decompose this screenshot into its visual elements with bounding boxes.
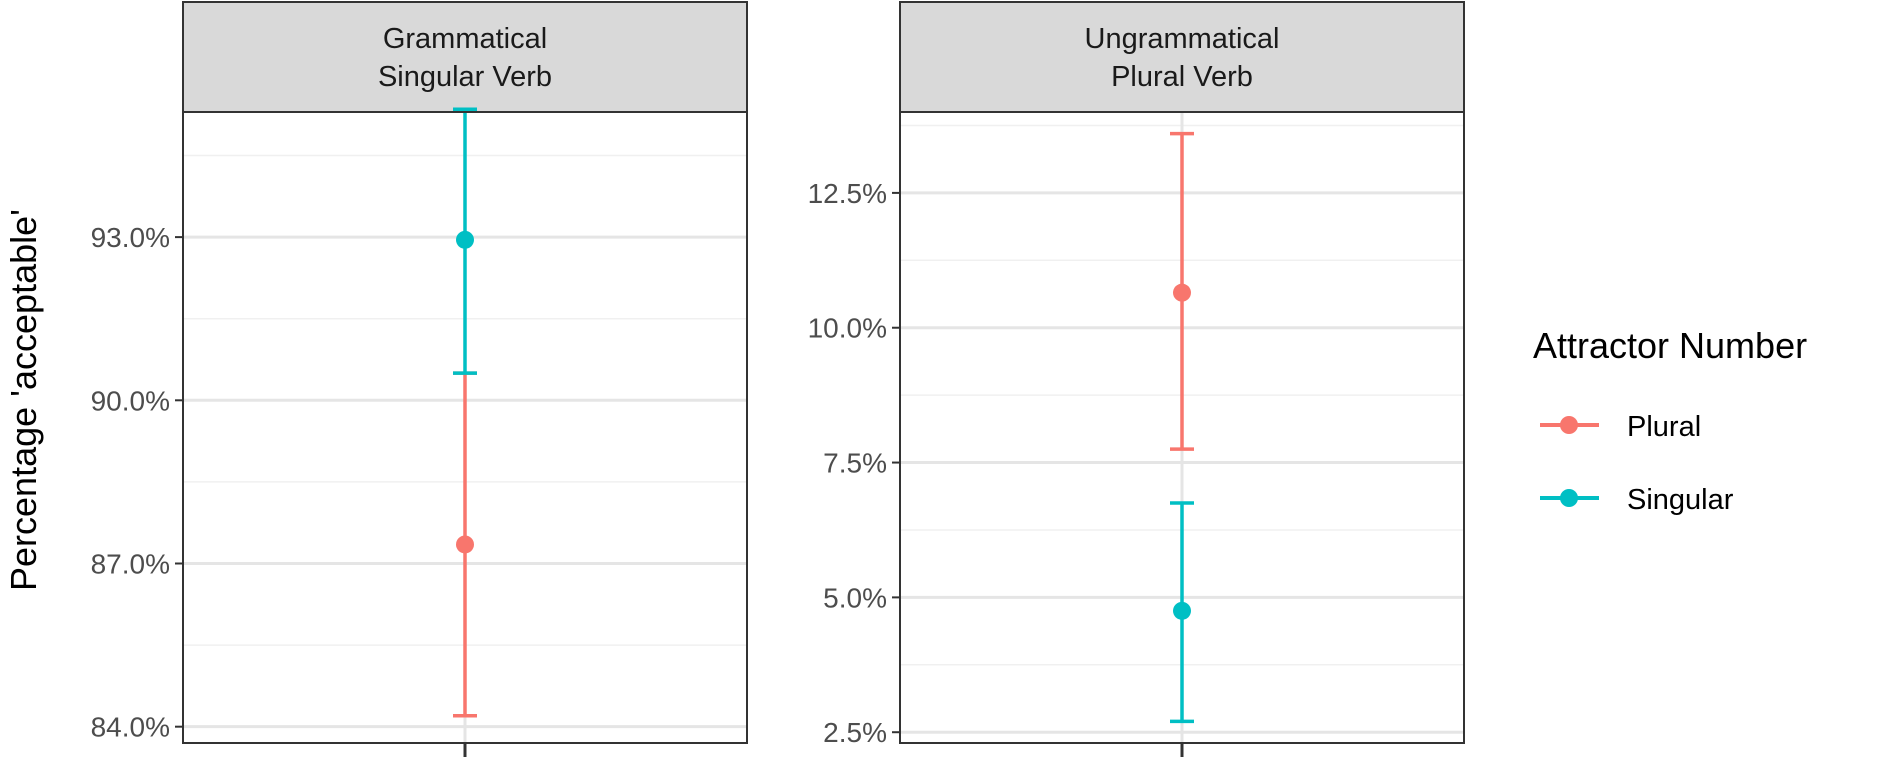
facet-strip-1 (182, 1, 748, 113)
data-point-plural-1 (456, 535, 474, 554)
y-axis-title: Percentage 'acceptable' (3, 209, 44, 591)
facet-strip-label-2-2: Plural Verb (1111, 61, 1253, 93)
facet-panel-2: Ungrammatical Plural Verb 2.5% 5.0% 7.5% 10.0… (808, 1, 1465, 757)
y-tick-label-1-4: 93.0% (91, 222, 170, 253)
legend-key-plural-point (1560, 416, 1578, 434)
facet-panels: Grammatical Singular Verb 84.0% 87.0% 90.0% 9… (91, 1, 1465, 757)
legend-label-singular: Singular (1627, 484, 1734, 516)
data-point-singular-2 (1173, 601, 1191, 620)
facet-strip-2 (899, 1, 1465, 113)
y-tick-label-1-3: 90.0% (91, 385, 170, 416)
y-tick-label-1-1: 84.0% (91, 712, 170, 743)
legend-title: Attractor Number (1533, 325, 1807, 366)
facet-strip-label-2-1: Ungrammatical (1085, 23, 1280, 55)
y-tick-label-2-5: 12.5% (808, 178, 887, 209)
y-tick-label-1-2: 87.0% (91, 548, 170, 579)
legend: Attractor Number Plural Singular (1533, 325, 1807, 516)
facet-strip-label-1-2: Singular Verb (378, 61, 552, 93)
legend-key-singular (1540, 489, 1599, 507)
y-tick-label-2-1: 2.5% (823, 717, 887, 748)
data-point-plural-2 (1173, 283, 1191, 302)
facet-strip-label-1-1: Grammatical (383, 23, 547, 55)
data-point-singular-1 (456, 230, 474, 249)
y-tick-label-2-4: 10.0% (808, 313, 887, 344)
y-tick-label-2-3: 7.5% (823, 448, 887, 479)
legend-label-plural: Plural (1627, 411, 1701, 443)
legend-key-singular-point (1560, 489, 1578, 507)
y-tick-label-2-2: 5.0% (823, 582, 887, 613)
legend-key-plural (1540, 416, 1599, 434)
facet-panel-1: Grammatical Singular Verb 84.0% 87.0% 90.0% 9… (91, 1, 748, 757)
